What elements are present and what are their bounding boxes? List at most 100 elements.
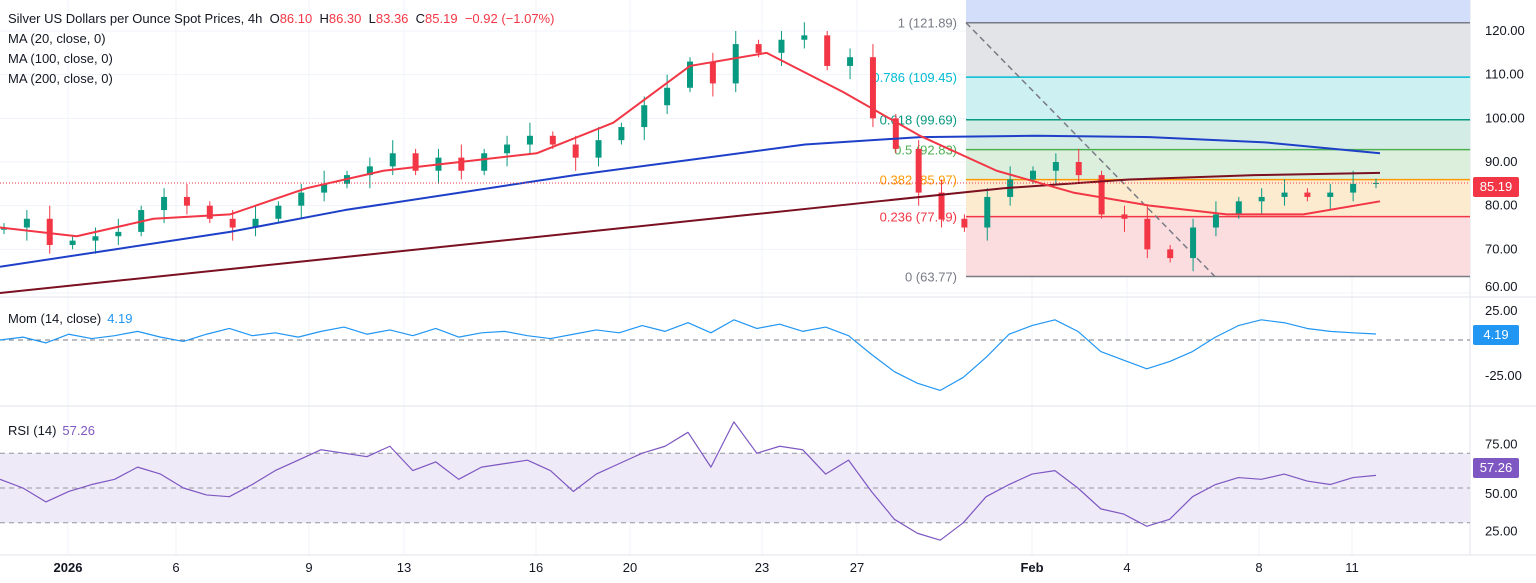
symbol-row: Silver US Dollars per Ounce Spot Prices,…: [8, 9, 554, 29]
candle-body: [915, 148, 922, 193]
time-axis-label: 2026: [54, 560, 83, 575]
fib-zone: [966, 149, 1470, 180]
time-axis-label: 27: [850, 560, 864, 575]
candle-body: [1144, 218, 1151, 250]
fib-level-label: 0 (63.77): [905, 270, 957, 285]
candle-body: [183, 196, 190, 206]
candle-body: [1052, 162, 1059, 171]
candle-body: [664, 87, 671, 106]
rsi-value: 57.26: [62, 423, 95, 438]
change-value: −0.92 (−1.07%): [464, 11, 555, 26]
fib-zone: [966, 22, 1470, 78]
candle-body: [1258, 196, 1265, 202]
momentum-tag: 4.19: [1473, 325, 1519, 345]
fib-level-label: 0.786 (109.45): [872, 70, 957, 85]
candle-body: [412, 153, 419, 171]
rsi-axis-label: 75.00: [1485, 437, 1518, 452]
time-axis-label: 20: [623, 560, 637, 575]
candle-body: [69, 240, 76, 245]
momentum-line: [0, 319, 1377, 391]
momentum-label: Mom (14, close): [8, 311, 102, 326]
high-value: 86.30: [328, 11, 362, 26]
candle-body: [1304, 192, 1311, 197]
time-axis-label: 8: [1255, 560, 1262, 575]
candle-body: [1075, 162, 1082, 176]
rsi-axis-label: 25.00: [1485, 524, 1518, 539]
candle-body: [1212, 214, 1219, 228]
candle-body: [847, 57, 854, 66]
momentum-axis-label: 25.00: [1485, 303, 1518, 318]
candle-body: [984, 196, 991, 228]
fib-zone: [966, 77, 1470, 120]
high-label: H: [319, 11, 329, 26]
price-axis-label: 60.00: [1485, 279, 1518, 294]
chart-legend: Silver US Dollars per Ounce Spot Prices,…: [8, 9, 554, 89]
price-axis-label: 70.00: [1485, 241, 1518, 256]
candle-body: [869, 57, 876, 119]
candle-body: [961, 218, 968, 228]
rsi-line: [0, 421, 1377, 541]
price-axis-label: 90.00: [1485, 154, 1518, 169]
candle-body: [481, 153, 488, 171]
candle-body: [755, 44, 762, 53]
price-tag: 85.19: [1473, 177, 1519, 197]
candle-body: [1167, 249, 1174, 259]
candle-body: [1030, 170, 1036, 180]
low-value: 83.36: [375, 11, 409, 26]
candle-body: [1281, 192, 1288, 197]
price-axis-label: 120.00: [1485, 23, 1525, 38]
candle-body: [595, 140, 602, 158]
price-axis-label: 110.00: [1485, 67, 1524, 82]
rsi-legend[interactable]: RSI (14) 57.26: [8, 423, 95, 438]
candle-body: [1373, 183, 1379, 185]
ma100-line: [0, 134, 1381, 268]
fib-zone: [966, 119, 1470, 150]
fib-zone-extension: [966, 0, 1470, 23]
indicator-ma100[interactable]: MA (100, close, 0): [8, 51, 113, 66]
candle-body: [778, 39, 785, 53]
candle-body: [709, 61, 716, 84]
time-axis-label: 13: [397, 560, 411, 575]
candle-body: [732, 44, 739, 84]
fib-level-label: 0.236 (77.49): [880, 210, 957, 225]
candle-body: [687, 61, 693, 88]
candle-body: [801, 35, 808, 40]
candle-body: [1190, 227, 1197, 259]
momentum-axis-label: -25.00: [1485, 368, 1522, 383]
symbol-title: Silver US Dollars per Ounce Spot Prices,…: [8, 11, 263, 26]
candle-body: [298, 192, 305, 206]
indicator-ma200[interactable]: MA (200, close, 0): [8, 71, 113, 86]
candle-body: [161, 196, 168, 211]
open-value: 86.10: [279, 11, 313, 26]
time-axis-label: 6: [172, 560, 179, 575]
fib-level-label: 1 (121.89): [898, 16, 957, 31]
time-axis-label: 4: [1123, 560, 1130, 575]
momentum-value: 4.19: [107, 311, 133, 326]
candle-body: [23, 218, 30, 228]
candle-body: [92, 236, 99, 241]
indicator-ma20[interactable]: MA (20, close, 0): [8, 31, 106, 46]
rsi-label: RSI (14): [8, 423, 57, 438]
time-axis-label: 16: [529, 560, 543, 575]
time-axis-label: 11: [1345, 560, 1359, 575]
candle-body: [275, 205, 282, 219]
candle-body: [206, 205, 213, 219]
candle-body: [938, 192, 945, 219]
time-axis-label: 9: [305, 560, 312, 575]
candle-body: [458, 157, 465, 171]
momentum-legend[interactable]: Mom (14, close) 4.19: [8, 311, 133, 326]
ma20-line: [0, 51, 1381, 238]
candle-body: [549, 135, 556, 145]
candle-body: [389, 153, 396, 167]
time-axis-label: 23: [755, 560, 769, 575]
candle-body: [229, 218, 236, 228]
candle-body: [366, 166, 373, 176]
fib-level-label: 0.5 (92.83): [894, 143, 957, 158]
candle-body: [252, 218, 259, 228]
candle-body: [572, 144, 579, 158]
rsi-tag: 57.26: [1473, 458, 1519, 478]
candle-body: [1121, 214, 1128, 219]
candle-body: [1350, 183, 1357, 193]
low-label: L: [368, 11, 376, 26]
